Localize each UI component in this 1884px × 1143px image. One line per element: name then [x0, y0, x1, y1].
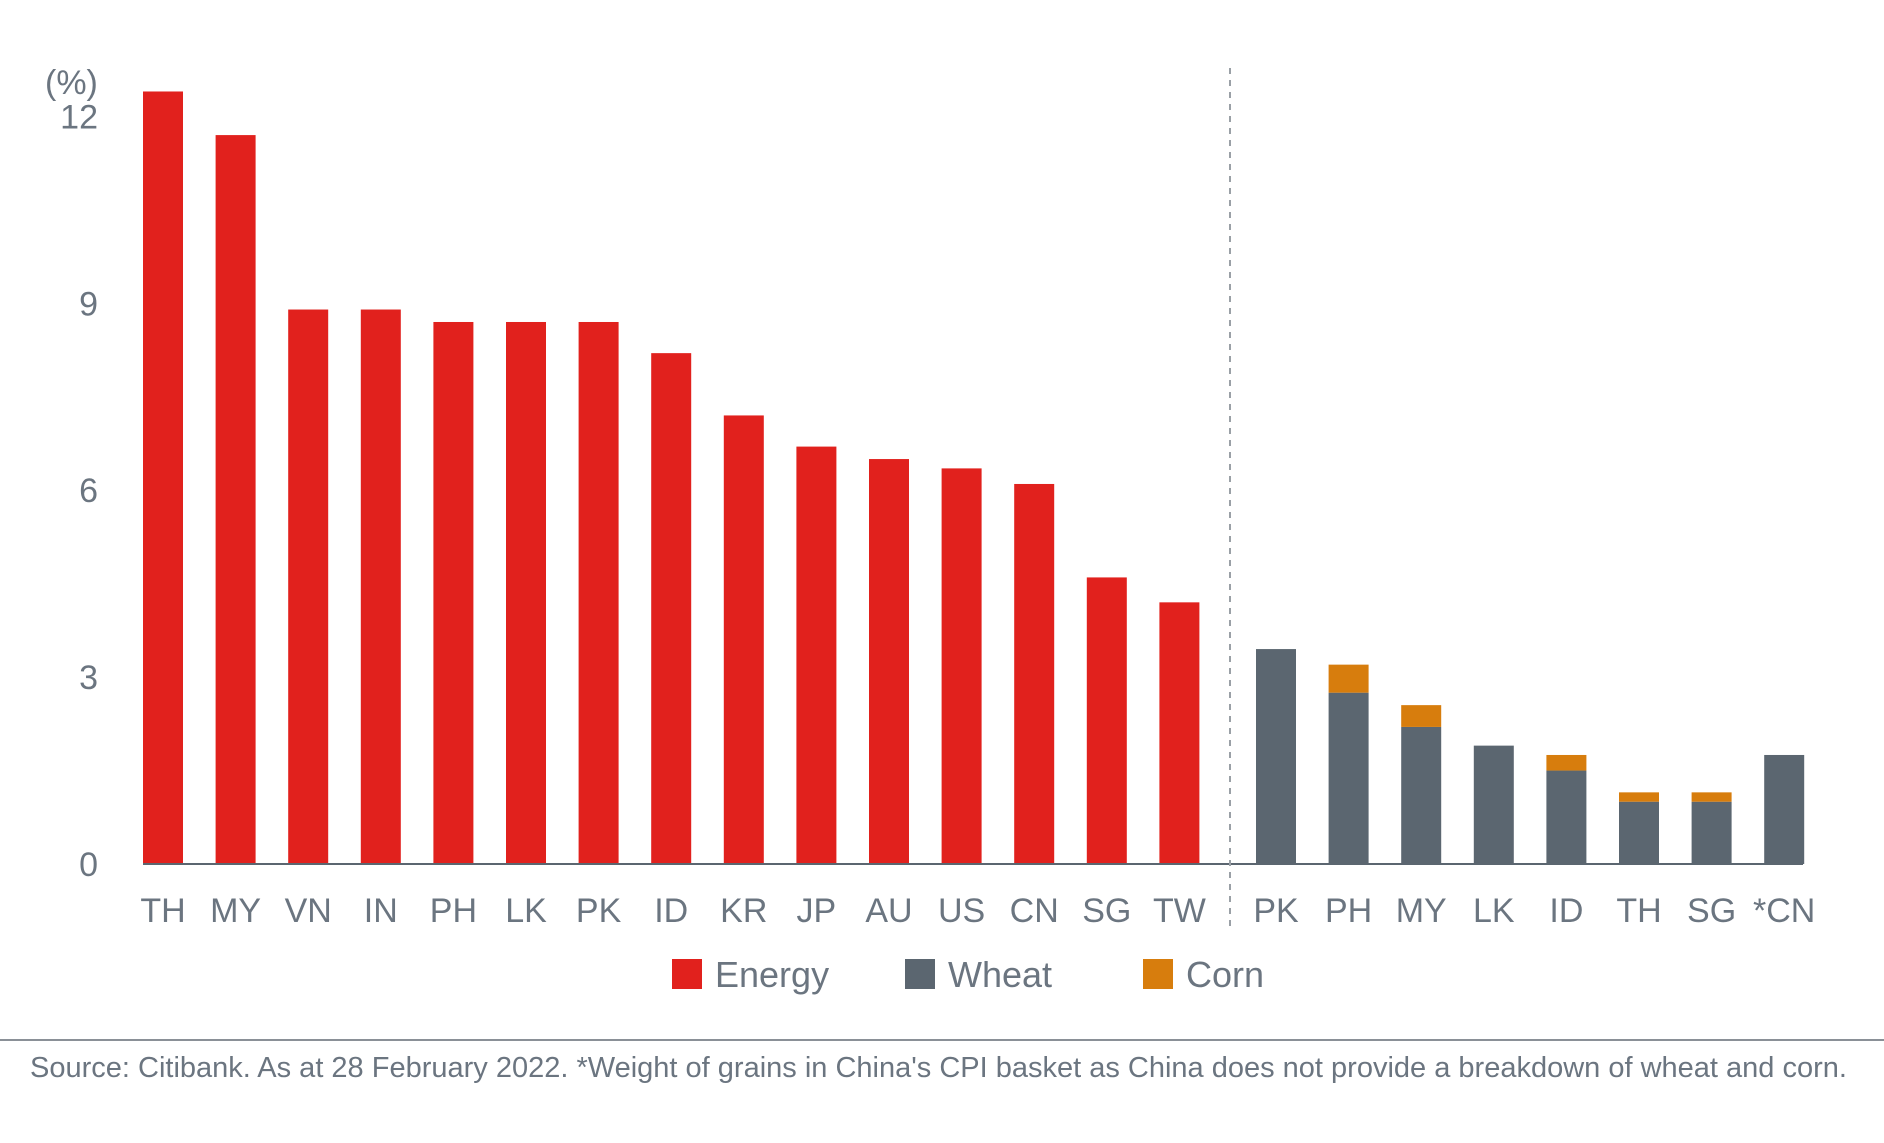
y-tick-label: 12: [60, 98, 98, 136]
bar-energy-jp: [796, 446, 837, 864]
y-tick-label: 6: [79, 472, 98, 510]
x-tick-label: KR: [720, 892, 767, 930]
y-tick-label: 9: [79, 285, 98, 323]
x-tick-label: AU: [865, 892, 912, 930]
bar-energy-pk: [578, 321, 619, 864]
bar-wheat-lk: [1473, 745, 1514, 864]
y-axis-label: (%): [45, 64, 98, 102]
x-tick-label: JP: [797, 892, 837, 930]
x-tick-label: PK: [576, 892, 622, 930]
bar-corn-my: [1401, 705, 1442, 727]
bar-corn-id: [1546, 754, 1587, 771]
legend-label-wheat: Wheat: [948, 954, 1052, 995]
bar-wheat-id: [1546, 770, 1587, 864]
source-note: Source: Citibank. As at 28 February 2022…: [30, 1052, 1847, 1084]
x-tick-label: *CN: [1753, 892, 1815, 930]
y-tick-label: 3: [79, 659, 98, 697]
bar-energy-au: [869, 459, 909, 864]
x-axis-labels: TH MY VN IN PH LK PK ID KR JP AU US CN SG TW PK PH MY LK ID…: [140, 892, 1815, 930]
bar-wheat-th: [1619, 801, 1659, 864]
bar-energy-lk: [506, 321, 546, 864]
legend: Energy Wheat Corn: [672, 954, 1264, 995]
x-tick-label: PH: [1325, 892, 1372, 930]
x-tick-label: ID: [1549, 892, 1583, 930]
bar-energy-us: [941, 468, 982, 864]
bar-energy-tw: [1159, 602, 1200, 864]
bar-energy-kr: [723, 415, 764, 864]
bar-energy-th: [143, 91, 183, 865]
bar-wheat-cn: [1764, 754, 1805, 864]
bar-energy-vn: [288, 309, 329, 864]
bars: [143, 91, 1805, 865]
x-tick-label: PK: [1253, 892, 1299, 930]
bar-energy-id: [651, 353, 692, 864]
x-tick-label: LK: [505, 892, 547, 930]
x-tick-label: SG: [1687, 892, 1736, 930]
x-tick-label: PH: [430, 892, 477, 930]
bar-corn-ph: [1328, 664, 1369, 693]
x-tick-label: CN: [1010, 892, 1059, 930]
x-tick-label: TW: [1153, 892, 1206, 930]
bar-wheat-pk: [1256, 649, 1296, 864]
footer-divider: [0, 1039, 1884, 1041]
bar-energy-my: [215, 135, 256, 865]
bar-wheat-ph: [1328, 692, 1369, 864]
x-tick-label: US: [938, 892, 985, 930]
legend-swatch-wheat: [905, 959, 935, 989]
chart-container: (%) 0 3 6 9 12 TH MY VN IN PH LK PK ID KR JP AU US CN SG T…: [45, 64, 1815, 995]
x-tick-label: TH: [140, 892, 185, 930]
x-tick-label: SG: [1082, 892, 1131, 930]
bar-wheat-my: [1401, 726, 1442, 864]
bar-energy-ph: [433, 321, 474, 864]
x-tick-label: LK: [1473, 892, 1515, 930]
y-tick-label: 0: [79, 846, 98, 884]
x-tick-label: TH: [1616, 892, 1661, 930]
bar-corn-sg: [1691, 792, 1732, 802]
bar-energy-in: [360, 309, 401, 864]
bar-energy-cn: [1014, 483, 1055, 864]
legend-swatch-corn: [1143, 959, 1173, 989]
legend-swatch-energy: [672, 959, 702, 989]
x-tick-label: IN: [364, 892, 398, 930]
y-axis-ticks: 0 3 6 9 12: [60, 98, 98, 884]
x-tick-label: VN: [285, 892, 332, 930]
bar-energy-sg: [1086, 577, 1127, 864]
x-tick-label: ID: [654, 892, 688, 930]
legend-label-energy: Energy: [715, 954, 829, 995]
bar-corn-th: [1619, 792, 1659, 802]
bar-wheat-sg: [1691, 801, 1732, 864]
legend-label-corn: Corn: [1186, 954, 1264, 995]
x-tick-label: MY: [1396, 892, 1447, 930]
x-tick-label: MY: [210, 892, 261, 930]
